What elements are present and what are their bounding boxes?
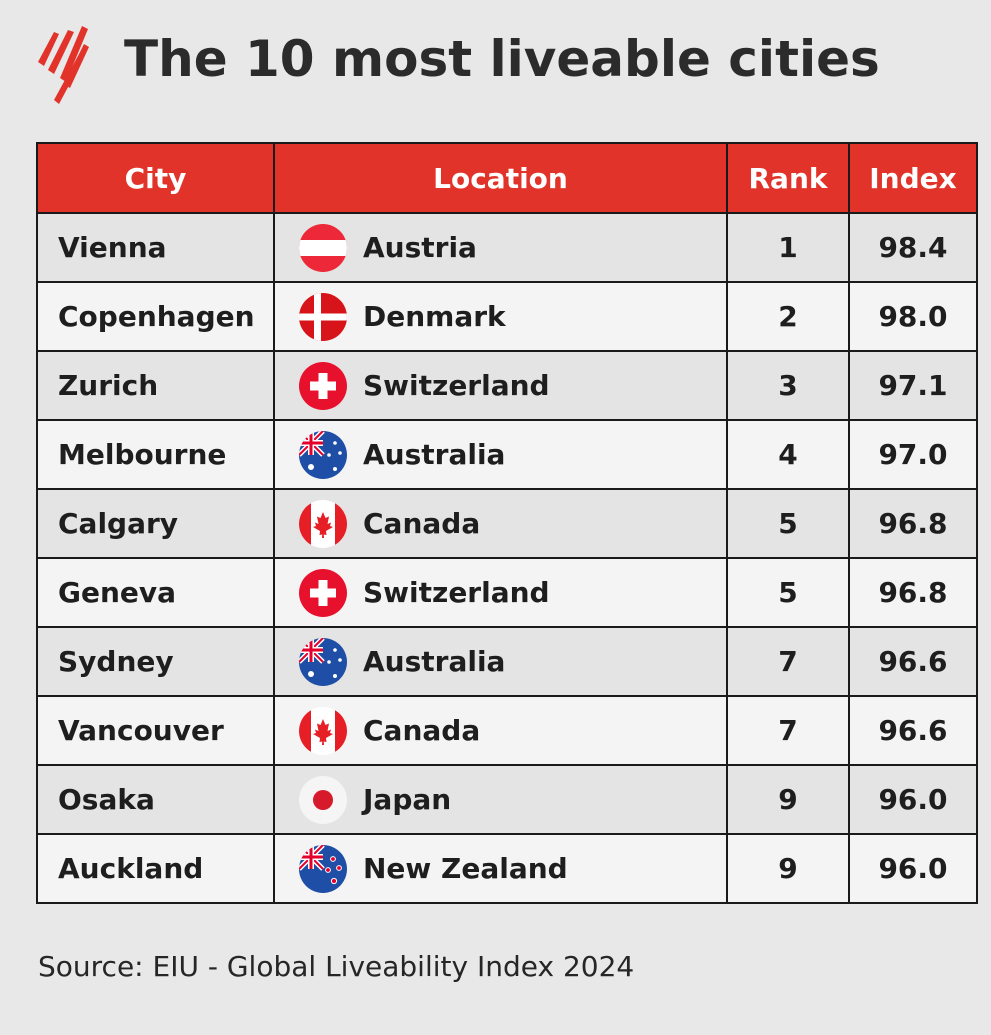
rank-cell: 5 <box>726 557 850 628</box>
page-title: The 10 most liveable cities <box>124 30 880 88</box>
location-cell: Japan <box>273 764 728 835</box>
location-label: Canada <box>363 507 481 540</box>
index-cell: 96.8 <box>848 557 978 628</box>
rank-cell: 9 <box>726 764 850 835</box>
city-cell: Zurich <box>36 350 275 421</box>
rank-cell: 1 <box>726 212 850 283</box>
location-cell: Switzerland <box>273 350 728 421</box>
table-row: Sydney Australia 7 96.6 <box>36 626 978 697</box>
city-cell: Melbourne <box>36 419 275 490</box>
table-row: Calgary Canada 5 96.8 <box>36 488 978 559</box>
liveable-cities-table: City Location Rank Index Vienna Austria 1… <box>36 142 978 904</box>
rank-cell: 7 <box>726 695 850 766</box>
table-row: Geneva Switzerland 5 96.8 <box>36 557 978 628</box>
city-cell: Vancouver <box>36 695 275 766</box>
canada-flag-icon <box>299 499 347 548</box>
location-label: Austria <box>363 231 477 264</box>
switzerland-flag-icon <box>299 361 347 410</box>
australia-flag-icon <box>299 637 347 686</box>
city-cell: Osaka <box>36 764 275 835</box>
city-cell: Copenhagen <box>36 281 275 352</box>
rank-cell: 7 <box>726 626 850 697</box>
rank-cell: 3 <box>726 350 850 421</box>
japan-flag-icon <box>299 775 347 824</box>
rank-cell: 9 <box>726 833 850 904</box>
switzerland-flag-icon <box>299 568 347 617</box>
column-header-city: City <box>36 142 275 214</box>
column-header-rank: Rank <box>726 142 850 214</box>
index-cell: 96.0 <box>848 764 978 835</box>
index-cell: 96.0 <box>848 833 978 904</box>
table-row: Copenhagen Denmark 2 98.0 <box>36 281 978 352</box>
rank-cell: 4 <box>726 419 850 490</box>
location-label: Japan <box>363 783 452 816</box>
index-cell: 98.0 <box>848 281 978 352</box>
canada-flag-icon <box>299 706 347 755</box>
location-label: Australia <box>363 438 506 471</box>
index-cell: 96.6 <box>848 695 978 766</box>
location-cell: Australia <box>273 626 728 697</box>
location-cell: Austria <box>273 212 728 283</box>
city-cell: Sydney <box>36 626 275 697</box>
location-label: New Zealand <box>363 852 568 885</box>
new-zealand-flag-icon <box>299 844 347 893</box>
city-cell: Geneva <box>36 557 275 628</box>
table-row: Melbourne Australia 4 97.0 <box>36 419 978 490</box>
australia-flag-icon <box>299 430 347 479</box>
denmark-flag-icon <box>299 292 347 341</box>
location-cell: Australia <box>273 419 728 490</box>
location-label: Canada <box>363 714 481 747</box>
location-label: Australia <box>363 645 506 678</box>
rank-cell: 2 <box>726 281 850 352</box>
location-cell: Denmark <box>273 281 728 352</box>
location-cell: Canada <box>273 488 728 559</box>
city-cell: Calgary <box>36 488 275 559</box>
location-label: Switzerland <box>363 576 550 609</box>
index-cell: 97.1 <box>848 350 978 421</box>
source-note: Source: EIU - Global Liveability Index 2… <box>38 950 635 983</box>
table-body: Vienna Austria 1 98.4 Copenhagen Denmark 2 98… <box>36 212 978 904</box>
location-label: Denmark <box>363 300 506 333</box>
sbs-logo-icon <box>38 26 89 104</box>
table-row: Vienna Austria 1 98.4 <box>36 212 978 283</box>
table-row: Auckland New Zealand 9 96.0 <box>36 833 978 904</box>
location-cell: New Zealand <box>273 833 728 904</box>
index-cell: 96.8 <box>848 488 978 559</box>
city-cell: Vienna <box>36 212 275 283</box>
rank-cell: 5 <box>726 488 850 559</box>
table-header-row: City Location Rank Index <box>36 142 978 214</box>
location-cell: Canada <box>273 695 728 766</box>
column-header-location: Location <box>273 142 728 214</box>
location-cell: Switzerland <box>273 557 728 628</box>
table-row: Zurich Switzerland 3 97.1 <box>36 350 978 421</box>
austria-flag-icon <box>299 223 347 272</box>
index-cell: 98.4 <box>848 212 978 283</box>
index-cell: 96.6 <box>848 626 978 697</box>
index-cell: 97.0 <box>848 419 978 490</box>
city-cell: Auckland <box>36 833 275 904</box>
table-row: Vancouver Canada 7 96.6 <box>36 695 978 766</box>
table-row: Osaka Japan 9 96.0 <box>36 764 978 835</box>
column-header-index: Index <box>848 142 978 214</box>
location-label: Switzerland <box>363 369 550 402</box>
